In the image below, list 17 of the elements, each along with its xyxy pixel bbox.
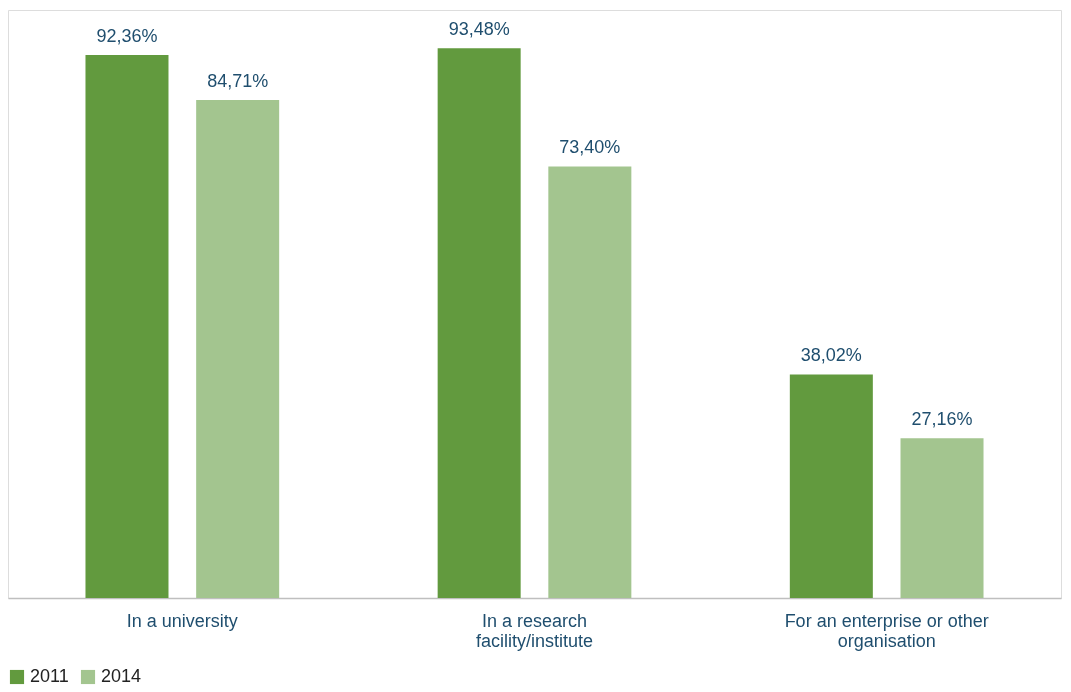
data-label: 92,36% bbox=[96, 25, 158, 46]
x-tick-label: For an enterprise or other organisation bbox=[784, 610, 989, 651]
bar bbox=[85, 54, 169, 598]
legend-label: 2014 bbox=[101, 666, 142, 686]
legend-label: 2011 bbox=[30, 666, 69, 686]
x-tick-label: In a university bbox=[126, 610, 238, 631]
bar bbox=[789, 374, 873, 598]
bar bbox=[900, 438, 984, 598]
bar bbox=[437, 48, 521, 598]
data-label: 38,02% bbox=[800, 345, 862, 366]
data-label: 84,71% bbox=[207, 70, 269, 91]
data-label: 27,16% bbox=[911, 409, 973, 430]
data-label: 93,48% bbox=[448, 19, 510, 40]
bar bbox=[548, 166, 632, 598]
bar bbox=[196, 99, 280, 598]
data-label: 73,40% bbox=[559, 137, 621, 158]
x-tick-label: In a research facility/institute bbox=[475, 610, 594, 651]
